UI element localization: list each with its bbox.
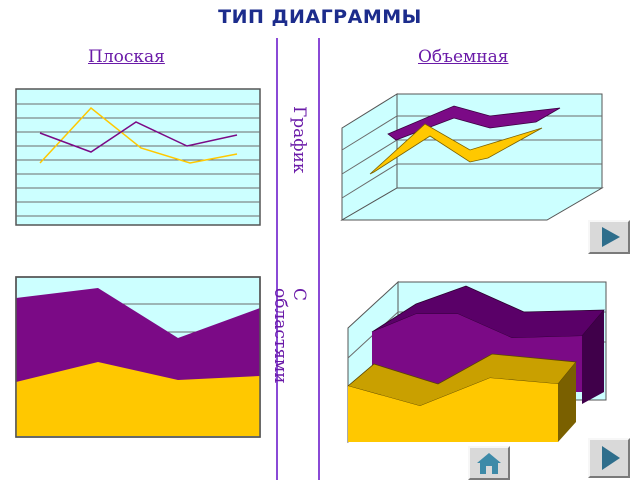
flat-line-series-yellow xyxy=(39,106,238,164)
next-button-bottom[interactable] xyxy=(588,438,630,478)
play-icon xyxy=(602,446,620,470)
volume-area-purple-side xyxy=(582,310,604,404)
flat-line-gridlines xyxy=(16,103,260,217)
flat-line-series-purple xyxy=(39,121,238,153)
home-button[interactable] xyxy=(468,446,510,480)
column-flat-link[interactable]: Плоская xyxy=(88,47,165,67)
volume-line-chart[interactable] xyxy=(340,92,604,222)
row-label-line-chart[interactable]: График xyxy=(289,106,309,174)
divider-right xyxy=(318,38,320,480)
flat-area-chart[interactable] xyxy=(15,276,261,438)
volume-area-yellow-side xyxy=(558,362,576,442)
volume-area-chart[interactable] xyxy=(346,280,608,444)
home-icon xyxy=(477,453,501,474)
row-label-area-oblastyami: областями xyxy=(270,288,290,384)
volume-area-yellow-front xyxy=(348,378,558,442)
volume-line-floor xyxy=(340,187,604,221)
page-title: ТИП ДИАГРАММЫ xyxy=(218,6,422,28)
volume-line-series-yellow xyxy=(369,123,543,175)
row-label-area-c: С xyxy=(289,288,309,302)
next-button-top[interactable] xyxy=(588,220,630,254)
column-volume-link[interactable]: Объемная xyxy=(418,47,509,67)
row-label-area-chart: С областями xyxy=(270,288,309,384)
flat-line-chart[interactable] xyxy=(15,88,261,226)
play-icon xyxy=(602,227,620,247)
divider-left xyxy=(276,38,278,480)
flat-area-series-yellow xyxy=(16,362,260,436)
